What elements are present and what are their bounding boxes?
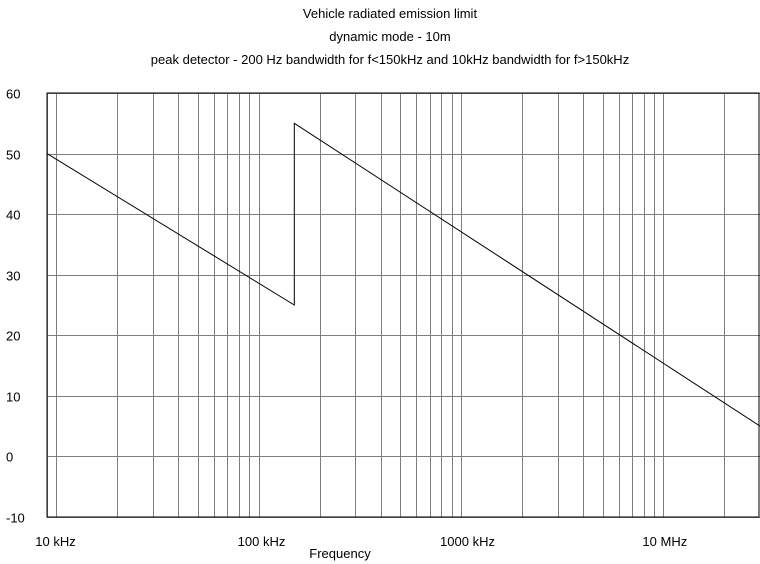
chart-title-line-1: Vehicle radiated emission limit — [303, 6, 478, 21]
vertical-grid — [47, 93, 725, 517]
y-tick-label: 20 — [6, 329, 20, 344]
y-tick-label: 40 — [6, 208, 20, 223]
series-layer — [46, 122, 760, 427]
y-tick-labels: -10 0 10 20 30 40 50 60 — [6, 87, 25, 526]
y-tick-label: -10 — [6, 511, 25, 526]
y-tick-label: 30 — [6, 269, 20, 284]
x-axis-label: Frequency — [309, 546, 371, 561]
y-tick-label: 10 — [6, 390, 20, 405]
limit-series-line — [46, 122, 760, 427]
x-tick-labels: 10 kHz 100 kHz 1000 kHz 10 MHz — [35, 534, 687, 549]
plot-frame — [46, 92, 760, 518]
chart-title-line-2: dynamic mode - 10m — [329, 29, 450, 44]
x-tick-label: 10 kHz — [35, 534, 75, 549]
y-tick-label: 60 — [6, 87, 20, 102]
x-tick-label: 1000 kHz — [440, 534, 495, 549]
x-tick-label: 10 MHz — [642, 534, 687, 549]
chart-title-line-3: peak detector - 200 Hz bandwidth for f<1… — [151, 52, 629, 67]
y-tick-label: 50 — [6, 148, 20, 163]
y-tick-label: 0 — [6, 450, 13, 465]
x-tick-label: 100 kHz — [238, 534, 286, 549]
